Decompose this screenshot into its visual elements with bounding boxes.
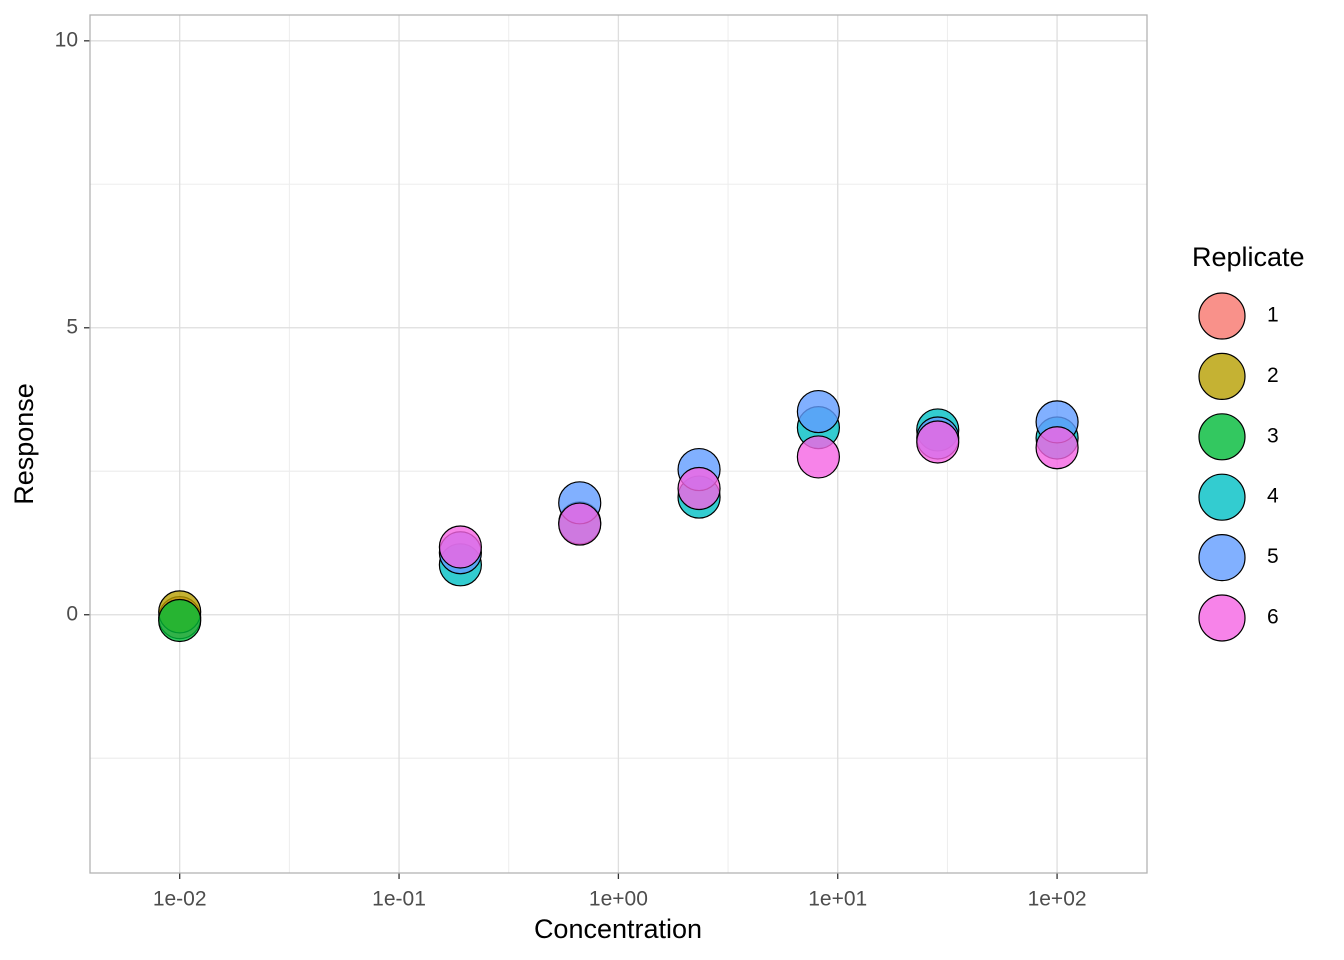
point bbox=[916, 420, 960, 464]
legend-swatch bbox=[1198, 413, 1246, 461]
legend-swatch bbox=[1198, 533, 1246, 582]
x-tick-label: 1e+02 bbox=[1028, 888, 1087, 911]
point bbox=[796, 389, 841, 434]
legend-swatch bbox=[1198, 352, 1246, 400]
x-tick-label: 1e-01 bbox=[372, 888, 426, 911]
legend-label: 5 bbox=[1267, 545, 1279, 568]
point bbox=[677, 466, 721, 511]
legend-title: Replicate bbox=[1192, 242, 1305, 272]
y-tick-label: 5 bbox=[66, 315, 78, 338]
x-axis-label: Concentration bbox=[534, 914, 702, 944]
y-tick-label: 0 bbox=[66, 602, 78, 625]
legend-swatch bbox=[1198, 292, 1246, 340]
legend-label: 3 bbox=[1267, 424, 1279, 447]
point bbox=[1035, 426, 1079, 470]
y-axis-label: Response bbox=[9, 383, 39, 505]
legend-label: 1 bbox=[1267, 304, 1279, 327]
point bbox=[438, 525, 482, 569]
point bbox=[558, 502, 602, 546]
legend-label: 6 bbox=[1267, 606, 1279, 629]
legend-swatch bbox=[1198, 594, 1246, 642]
x-tick-label: 1e+01 bbox=[808, 888, 867, 911]
legend-label: 4 bbox=[1267, 485, 1279, 508]
legend-label: 2 bbox=[1267, 364, 1279, 387]
point bbox=[158, 598, 202, 643]
panel-border bbox=[89, 14, 1148, 874]
x-tick-label: 1e-02 bbox=[153, 888, 207, 911]
point bbox=[796, 435, 841, 479]
legend-swatch bbox=[1198, 473, 1246, 521]
x-tick-label: 1e+00 bbox=[589, 888, 648, 911]
y-tick-label: 10 bbox=[55, 28, 78, 51]
